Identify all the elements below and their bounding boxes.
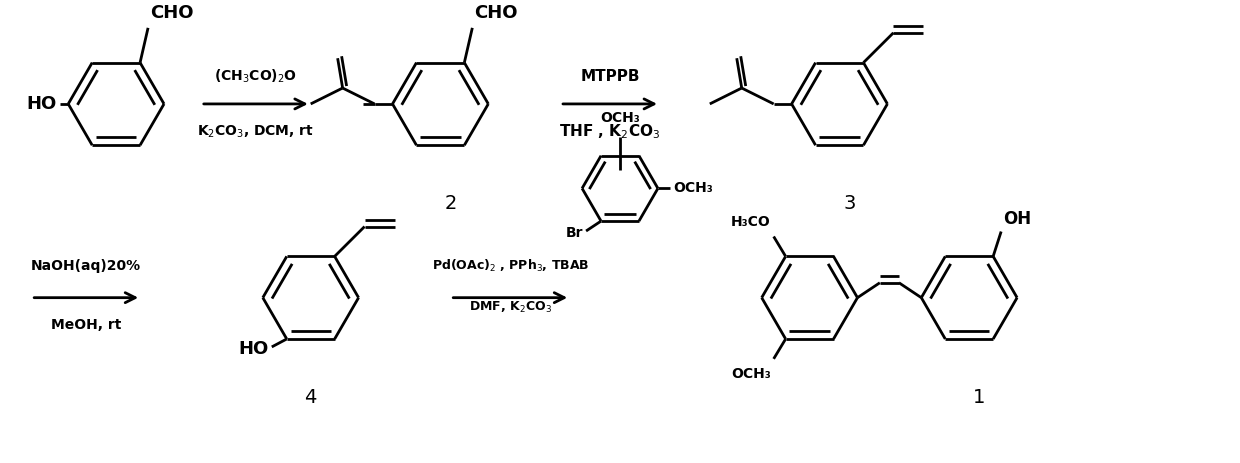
Text: MeOH, rt: MeOH, rt — [51, 319, 122, 332]
Text: K$_2$CO$_3$, DCM, rt: K$_2$CO$_3$, DCM, rt — [197, 124, 314, 140]
Text: OCH₃: OCH₃ — [730, 367, 771, 381]
Text: OCH₃: OCH₃ — [600, 111, 640, 125]
Text: HO: HO — [26, 95, 56, 113]
Text: CHO: CHO — [475, 4, 518, 22]
Text: Br: Br — [565, 226, 583, 240]
Text: (CH$_3$CO)$_2$O: (CH$_3$CO)$_2$O — [215, 68, 298, 85]
Text: OH: OH — [1003, 210, 1032, 228]
Text: MTPPB: MTPPB — [580, 69, 640, 84]
Text: CHO: CHO — [150, 4, 193, 22]
Text: THF , K$_2$CO$_3$: THF , K$_2$CO$_3$ — [559, 122, 661, 141]
Text: HO: HO — [238, 340, 269, 358]
Text: H₃CO: H₃CO — [730, 214, 771, 229]
Text: OCH₃: OCH₃ — [673, 181, 713, 195]
Text: 2: 2 — [444, 194, 456, 213]
Text: 3: 3 — [843, 194, 856, 213]
Text: 1: 1 — [973, 388, 986, 407]
Text: NaOH(aq)20%: NaOH(aq)20% — [31, 259, 141, 273]
Text: 4: 4 — [305, 388, 317, 407]
Text: DMF, K$_2$CO$_3$: DMF, K$_2$CO$_3$ — [469, 300, 552, 315]
Text: Pd(OAc)$_2$ , PPh$_3$, TBAB: Pd(OAc)$_2$ , PPh$_3$, TBAB — [432, 258, 589, 274]
